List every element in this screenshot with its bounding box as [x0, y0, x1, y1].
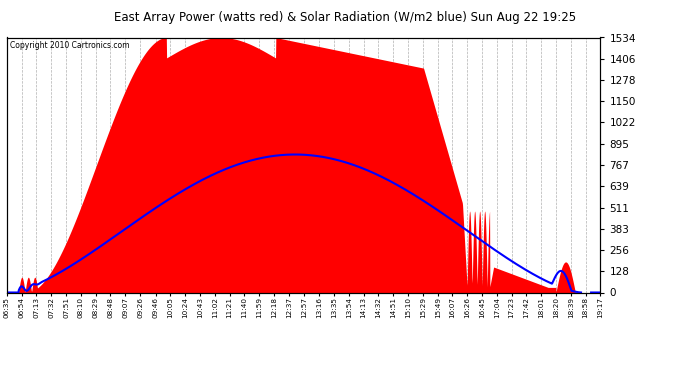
Text: East Array Power (watts red) & Solar Radiation (W/m2 blue) Sun Aug 22 19:25: East Array Power (watts red) & Solar Rad…: [114, 11, 576, 24]
Text: Copyright 2010 Cartronics.com: Copyright 2010 Cartronics.com: [10, 41, 129, 50]
